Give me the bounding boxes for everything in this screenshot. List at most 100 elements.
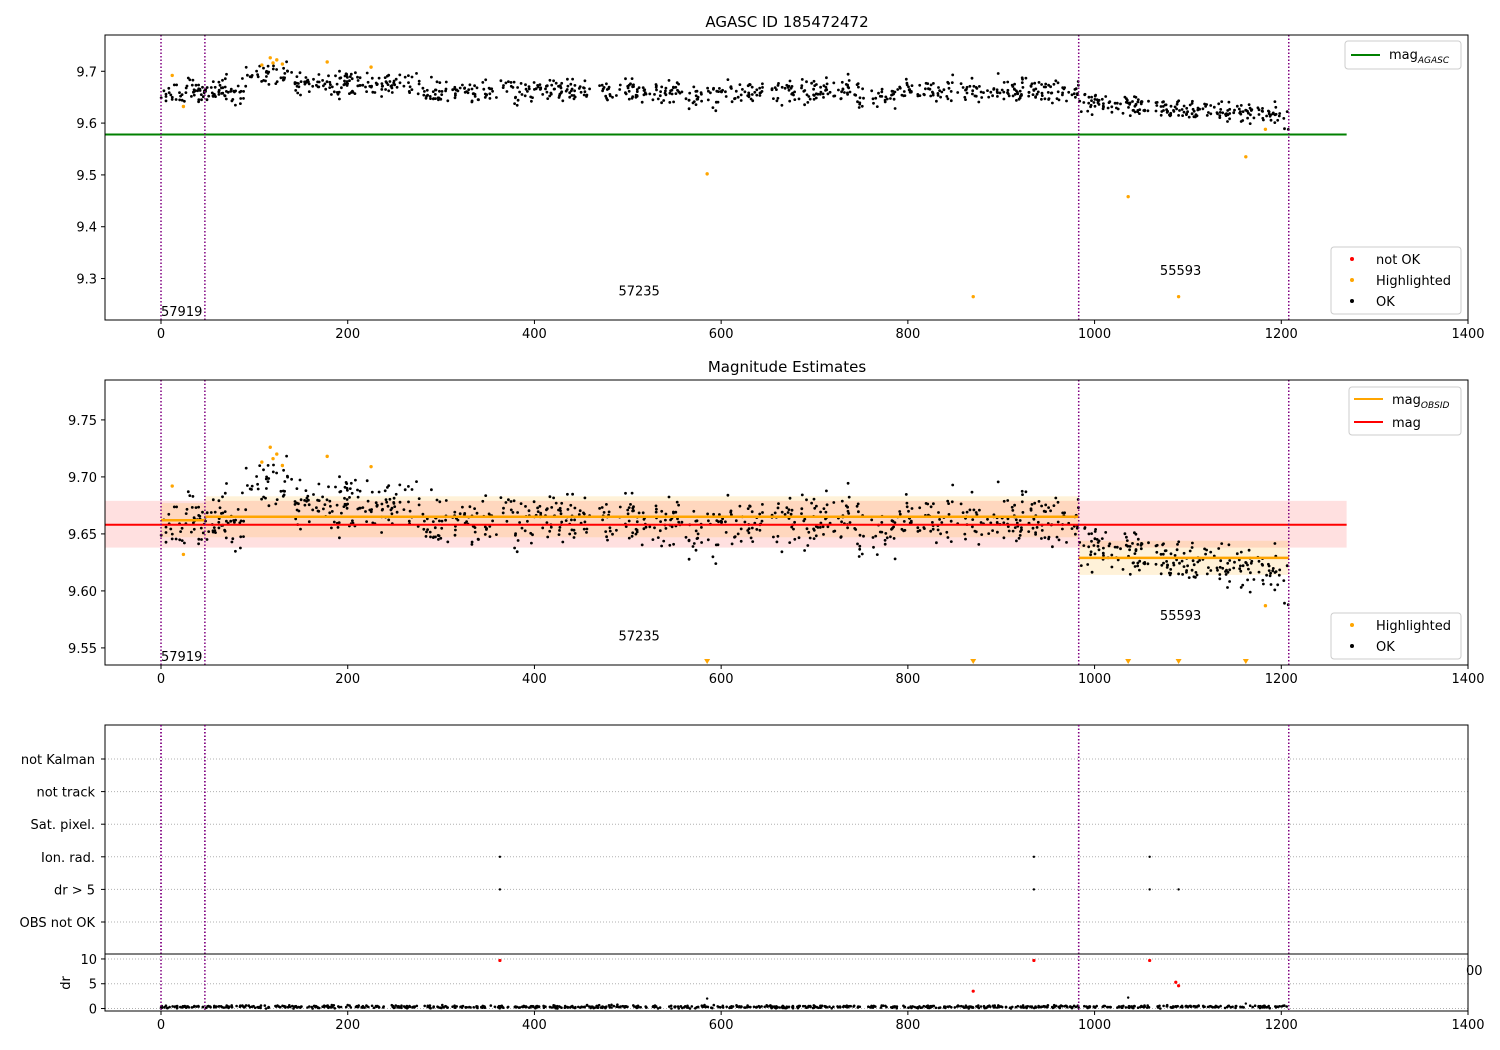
p2-ok-point-467 (1173, 554, 1177, 557)
p2-ok-point-680 (839, 536, 843, 539)
p1-ok-point-685 (324, 87, 328, 91)
p2-ok-point-1028 (1014, 518, 1018, 522)
dr-ok-point-104 (259, 1004, 263, 1007)
dr-ok-point-806 (775, 1006, 779, 1009)
p2-ok-point-735 (1191, 541, 1194, 545)
p2-ok-point-1037 (624, 491, 627, 495)
p2-ok-point-411 (667, 495, 671, 499)
p2-ok-point-145 (307, 520, 311, 524)
p1-ok-point-579 (785, 83, 789, 87)
p1-ok-point-689 (1125, 98, 1129, 102)
p2-out-of-range-marker-1 (970, 659, 977, 664)
p2-ok-point-898 (234, 549, 237, 553)
p1-ok-point-819 (643, 91, 647, 95)
p1-ok-point-709 (931, 92, 935, 95)
p2-highlighted-point-6 (280, 463, 285, 468)
p2-ok-point-913 (501, 511, 505, 515)
p1-ok-point-900 (566, 77, 569, 81)
p1-ok-point-674 (570, 94, 574, 97)
p2-ok-point-1060 (271, 470, 275, 474)
p1-ok-point-1005 (221, 78, 224, 82)
p2-ok-point-736 (878, 530, 882, 534)
p1-ok-point-80 (307, 82, 311, 86)
dr-ok-point-789 (1184, 1004, 1188, 1008)
p2-ok-point-714 (239, 546, 242, 550)
p1-ok-point-844 (812, 79, 816, 83)
p2-ok-point-983 (348, 487, 352, 490)
dr-ok-point-514 (166, 1006, 169, 1010)
p1-ok-point-269 (184, 91, 188, 94)
p1-ok-point-436 (190, 83, 194, 87)
p2-ok-point-870 (303, 503, 307, 507)
p1-ok-point-913 (501, 86, 505, 89)
p1-ok-point-141 (266, 64, 270, 68)
p2-obsid-label-1: 57235 (618, 630, 659, 645)
p2-ok-point-818 (711, 555, 715, 559)
p2-ok-point-543 (234, 518, 238, 522)
p1-ok-point-706 (579, 90, 583, 94)
p2-ok-point-323 (258, 464, 262, 467)
p4-ytick-label-0: 0 (89, 1003, 97, 1018)
dr-ok-point-665 (1040, 1005, 1044, 1009)
p2-ok-point-540 (1011, 529, 1015, 533)
p1-ok-point-686 (1033, 81, 1037, 85)
p1-ok-point-838 (872, 101, 875, 105)
p1-ok-point-50 (949, 99, 953, 103)
p2-ok-point-6 (1006, 517, 1010, 521)
p2-ok-point-961 (871, 536, 875, 539)
p1-ok-point-722 (885, 97, 889, 101)
p1-ok-point-1056 (1162, 100, 1165, 104)
p2-ok-point-400 (1013, 526, 1017, 529)
p1-ok-point-499 (998, 91, 1002, 95)
p1-ok-point-621 (848, 90, 852, 94)
dr-ok-point-652 (1213, 1006, 1216, 1009)
p1-ok-point-602 (1217, 102, 1221, 106)
p1-ok-point-513 (1265, 114, 1268, 118)
p2-ok-point-817 (706, 538, 710, 542)
p1-ok-point-283 (416, 92, 420, 96)
p1-ok-point-353 (265, 69, 268, 73)
p2-ok-point-594 (250, 484, 254, 488)
p2-ok-point-711 (724, 520, 727, 524)
dr-ok-point-655 (1101, 1005, 1104, 1009)
p1-xtick-label-1: 200 (335, 327, 360, 342)
dr-ok-point-887 (738, 1005, 741, 1009)
dr-ok-point-601 (406, 1005, 410, 1009)
p2-ok-point-31 (197, 505, 201, 509)
p1-ok-point-372 (1070, 93, 1074, 97)
p1-ok-point-165 (444, 80, 448, 84)
p1-ok-point-88 (322, 84, 325, 88)
p2-ok-point-605 (950, 500, 954, 504)
magnitude-estimates-panel: Magnitude Estimates 0 200 400 600 800 1000 120… (68, 358, 1485, 687)
p2-ok-point-223 (299, 527, 302, 531)
dr-ok-point-656 (735, 1005, 739, 1008)
p1-ok-point-100 (972, 84, 976, 88)
p2-ok-point-675 (388, 497, 392, 501)
dr-ok-point-130 (1253, 1004, 1257, 1007)
p2-ok-point-661 (377, 490, 381, 494)
p2-ok-point-865 (1172, 563, 1176, 567)
p1-xtick-label-6: 1200 (1265, 327, 1298, 342)
p1-ok-point-978 (747, 91, 751, 95)
dr-ok-point-626 (1130, 1006, 1134, 1009)
dr-ok-point-394 (1120, 1005, 1123, 1009)
p1-ok-point-498 (440, 90, 444, 93)
dr-ok-point-719 (959, 1004, 963, 1008)
p2-ok-point-261 (437, 538, 440, 541)
dr-ok-point-232 (953, 1006, 957, 1009)
p2-ok-point-463 (527, 509, 531, 513)
p2-ok-point-160 (484, 494, 488, 497)
p2-ok-point-619 (328, 499, 332, 503)
p1-ok-point-773 (694, 103, 698, 106)
p1-ok-point-163 (541, 93, 545, 96)
p1-ok-point-395 (223, 85, 227, 89)
p1-ok-point-291 (995, 88, 999, 92)
dr-ok-point-68 (394, 1004, 398, 1007)
p2-ok-point-319 (380, 531, 383, 534)
p2-ok-point-364 (458, 512, 462, 516)
p1-ok-point-782 (776, 96, 780, 100)
p2-ok-point-764 (383, 489, 387, 493)
p2-ok-point-358 (761, 503, 764, 506)
dr-ok-point-631 (686, 1004, 689, 1008)
dr-ok-point-868 (349, 1006, 353, 1009)
